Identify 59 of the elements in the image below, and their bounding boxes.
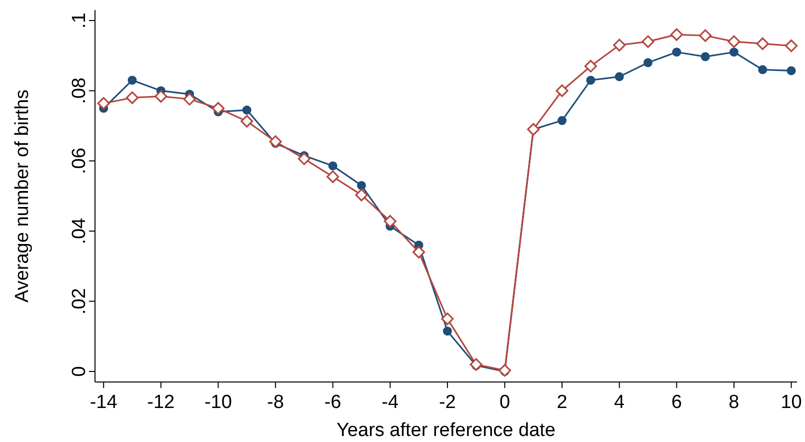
y-tick-label: .06 bbox=[69, 148, 90, 174]
point bbox=[298, 152, 310, 166]
point bbox=[240, 114, 254, 128]
point bbox=[212, 102, 225, 115]
x-tick-label: -10 bbox=[204, 392, 232, 413]
x-tick-label: -8 bbox=[267, 392, 284, 413]
point bbox=[614, 72, 624, 82]
y-tick-label: .02 bbox=[69, 288, 90, 314]
point bbox=[126, 91, 139, 104]
point bbox=[672, 48, 682, 57]
point bbox=[183, 92, 196, 106]
point bbox=[242, 106, 252, 115]
point bbox=[670, 28, 683, 41]
y-axis-title: Average number of births bbox=[12, 90, 33, 302]
x-tick-label: 0 bbox=[499, 392, 510, 413]
point bbox=[758, 65, 768, 74]
y-tick-label: 0 bbox=[69, 366, 90, 377]
point bbox=[470, 358, 482, 371]
point bbox=[128, 76, 137, 85]
x-tick-label: 10 bbox=[780, 392, 802, 413]
point bbox=[700, 52, 710, 62]
y-tick-label: .04 bbox=[69, 217, 90, 244]
x-tick-label: -6 bbox=[324, 392, 342, 413]
point bbox=[613, 38, 626, 52]
point bbox=[356, 180, 366, 190]
x-tick-label: -14 bbox=[90, 392, 118, 413]
x-tick-label: 8 bbox=[728, 392, 740, 413]
point bbox=[786, 66, 796, 76]
x-tick-label: 2 bbox=[556, 392, 568, 413]
point bbox=[644, 58, 653, 68]
point bbox=[699, 29, 712, 42]
point bbox=[498, 364, 512, 377]
point bbox=[642, 35, 654, 48]
point bbox=[412, 246, 426, 258]
point bbox=[384, 214, 396, 228]
point bbox=[728, 35, 740, 48]
point bbox=[326, 170, 340, 183]
point bbox=[586, 76, 596, 85]
point bbox=[584, 60, 597, 72]
point bbox=[154, 90, 168, 103]
point bbox=[756, 37, 769, 50]
x-tick-label: 4 bbox=[614, 392, 626, 413]
y-tick-label: .1 bbox=[69, 12, 90, 28]
y-tick-label: .08 bbox=[69, 78, 90, 104]
point bbox=[729, 48, 738, 57]
point bbox=[441, 312, 454, 326]
point bbox=[97, 97, 110, 110]
x-axis-title: Years after reference date bbox=[336, 420, 556, 441]
x-tick-label: 6 bbox=[671, 392, 682, 413]
point bbox=[442, 326, 452, 336]
x-tick-label: -4 bbox=[382, 392, 399, 413]
x-tick-label: -12 bbox=[147, 392, 175, 413]
point bbox=[355, 188, 368, 202]
x-tick-label: -2 bbox=[438, 392, 456, 413]
point bbox=[328, 161, 338, 170]
point bbox=[269, 135, 282, 148]
point bbox=[558, 116, 567, 126]
point bbox=[556, 84, 568, 98]
point bbox=[784, 39, 798, 52]
